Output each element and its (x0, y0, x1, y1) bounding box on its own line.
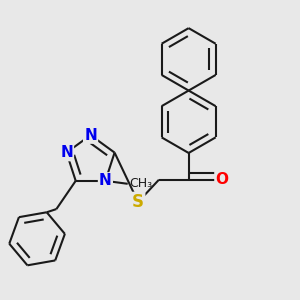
Text: CH₃: CH₃ (129, 177, 152, 190)
Text: O: O (215, 172, 228, 187)
Text: N: N (60, 145, 73, 160)
Text: S: S (132, 193, 144, 211)
Text: N: N (84, 128, 97, 142)
Text: N: N (99, 173, 112, 188)
